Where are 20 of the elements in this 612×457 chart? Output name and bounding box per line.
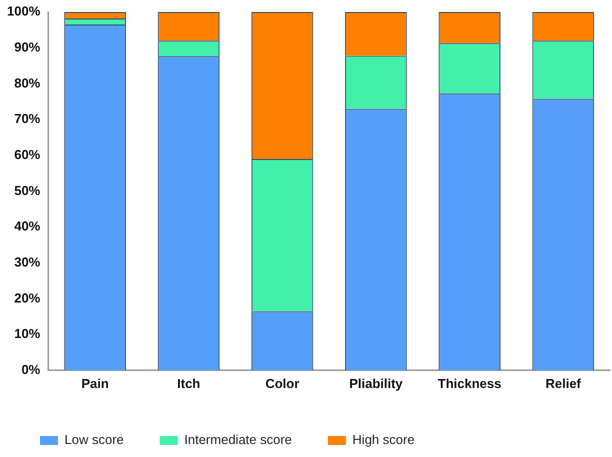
y-tick-label: 70% (14, 111, 41, 126)
y-tick-label: 80% (14, 75, 41, 90)
x-tick-label: Pliability (349, 376, 404, 391)
x-tick-label: Pain (81, 376, 109, 391)
y-tick-label: 40% (14, 218, 41, 234)
y-tick-label: 10% (14, 326, 41, 342)
x-tick-label: Itch (177, 376, 200, 391)
y-tick-label: 20% (14, 290, 41, 306)
legend-label: High score (352, 432, 415, 448)
y-tick-label: 100% (7, 4, 41, 19)
x-tick-label: Thickness (438, 376, 502, 391)
x-tick-label: Color (265, 376, 300, 391)
legend-label: Low score (64, 432, 124, 448)
legend-label: Intermediate score (184, 432, 292, 448)
y-tick-label: 30% (14, 254, 41, 270)
x-tick-label: Relief (545, 376, 582, 391)
y-tick-label: 50% (14, 182, 41, 198)
y-tick-label: 60% (14, 146, 41, 162)
y-tick-label: 0% (21, 362, 41, 377)
y-tick-label: 90% (14, 39, 41, 54)
